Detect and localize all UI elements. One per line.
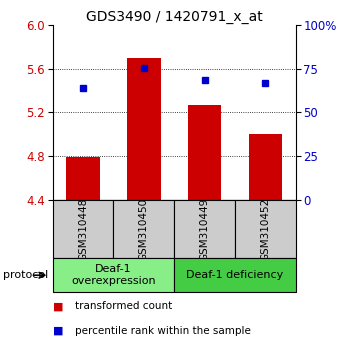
Text: ■: ■ [53,326,63,336]
Bar [66,157,100,200]
Text: GSM310452: GSM310452 [260,198,270,261]
Bar [114,200,174,258]
Bar [53,200,114,258]
Text: transformed count: transformed count [75,301,172,312]
Bar [53,258,174,292]
Bar [174,258,296,292]
Bar [174,200,235,258]
Bar [188,105,221,200]
Text: Deaf-1 deficiency: Deaf-1 deficiency [186,270,284,280]
Text: Deaf-1
overexpression: Deaf-1 overexpression [71,264,156,286]
Text: GSM310449: GSM310449 [200,198,210,261]
Text: ■: ■ [53,301,63,312]
Bar [235,200,296,258]
Text: percentile rank within the sample: percentile rank within the sample [75,326,251,336]
Text: GSM310450: GSM310450 [139,198,149,261]
Title: GDS3490 / 1420791_x_at: GDS3490 / 1420791_x_at [86,10,262,24]
Bar [127,58,160,200]
Text: protocol: protocol [3,270,49,280]
Bar [249,134,282,200]
Text: GSM310448: GSM310448 [78,198,88,261]
